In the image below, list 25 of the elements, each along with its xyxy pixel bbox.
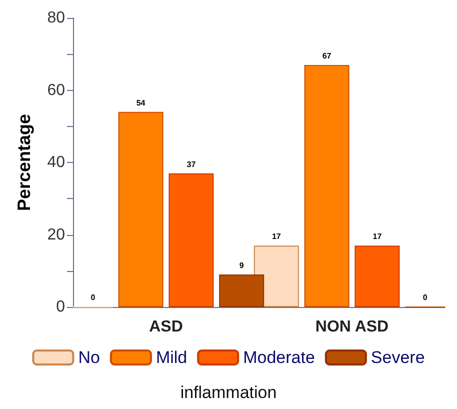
data-label: 9 — [239, 260, 244, 270]
x-tick-label: ASD — [149, 318, 183, 336]
bar — [118, 112, 164, 307]
data-label: 0 — [90, 293, 96, 302]
legend-label: No — [78, 348, 100, 367]
legend-label: Moderate — [243, 348, 315, 367]
bar — [354, 246, 400, 307]
bar — [168, 173, 214, 307]
data-label: 0 — [422, 293, 428, 302]
legend-title: inflammation — [180, 383, 277, 402]
data-label: 37 — [186, 160, 196, 169]
data-label: 17 — [272, 232, 282, 242]
y-tick-label: 60 — [47, 82, 66, 99]
y-axis-title: Percentage — [14, 114, 34, 212]
bar — [304, 64, 350, 307]
legend-label: Severe — [370, 348, 425, 367]
legend-label: Mild — [156, 348, 188, 367]
data-label: 54 — [136, 98, 146, 108]
y-tick-label: 20 — [47, 226, 66, 244]
data-label: 67 — [322, 51, 332, 60]
data-label: 17 — [372, 232, 382, 242]
y-tick-label: 80 — [47, 10, 66, 26]
y-tick-label: 40 — [47, 154, 66, 171]
y-tick-label: 0 — [56, 298, 66, 316]
x-tick-label: NON ASD — [315, 318, 389, 336]
